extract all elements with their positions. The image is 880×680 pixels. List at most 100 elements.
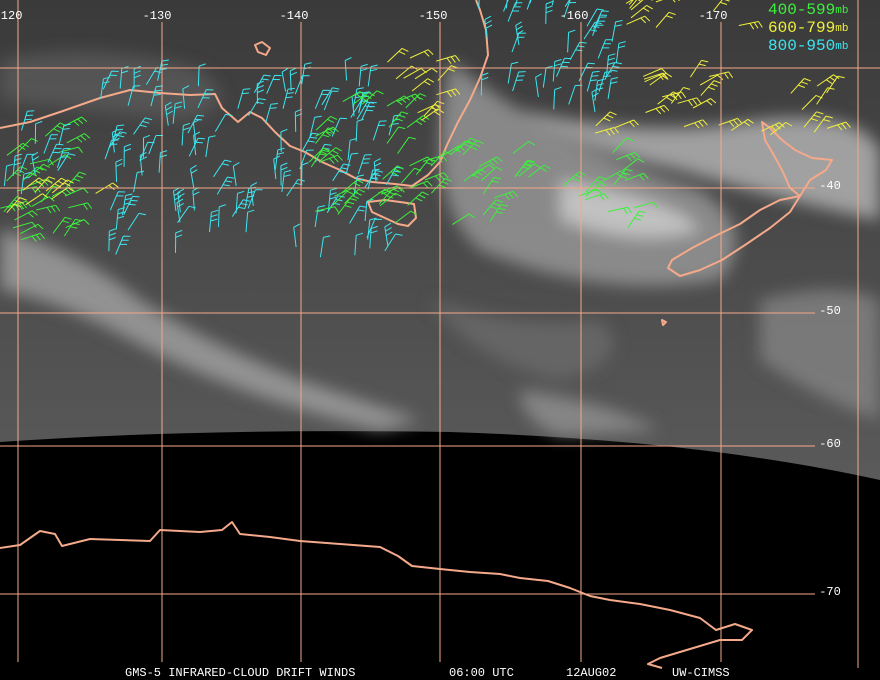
wind-barb: [803, 111, 824, 128]
wind-barb: [613, 168, 633, 186]
wind-barb: [231, 199, 251, 217]
wind-barb: [3, 163, 14, 186]
wind-barb: [341, 179, 364, 194]
wind-barb: [384, 222, 393, 247]
wind-barb: [414, 67, 438, 80]
wind-barb: [172, 101, 183, 124]
wind-barb: [480, 166, 503, 182]
wind-barb: [761, 122, 785, 132]
wind-barb: [630, 0, 653, 11]
wind-barb: [100, 76, 111, 99]
wind-barb: [369, 225, 378, 249]
legend-range: 600-799: [768, 19, 835, 37]
wind-barb: [133, 170, 145, 193]
wind-barb: [63, 116, 88, 127]
wind-barb: [127, 212, 146, 231]
wind-barb: [176, 198, 184, 223]
wind-barb: [563, 171, 586, 186]
wind-barb: [188, 137, 205, 157]
wind-barb: [515, 21, 524, 46]
wind-barb: [405, 93, 427, 109]
wind-barb: [12, 221, 37, 229]
wind-barb: [57, 153, 76, 171]
wind-barb: [624, 172, 649, 181]
wind-barb: [452, 213, 476, 226]
wind-barb: [478, 0, 480, 9]
legend-range: 800-950: [768, 37, 835, 55]
wind-barb: [315, 206, 340, 213]
wind-barb: [608, 206, 633, 215]
wind-barb: [403, 67, 427, 79]
wind-barb: [436, 55, 460, 64]
wind-barb: [649, 72, 673, 86]
wind-barb: [612, 137, 634, 153]
wind-barb: [718, 117, 743, 127]
wind-barb: [36, 204, 61, 214]
wind-barb: [111, 128, 120, 153]
longitude-labels: -120 -130 -140 -150 -160 -170: [0, 9, 727, 23]
wind-barb: [342, 91, 366, 103]
wind-barb: [801, 94, 823, 110]
wind-barb: [471, 164, 495, 177]
wind-barb: [683, 119, 708, 129]
wind-barb: [421, 108, 444, 121]
wind-barb: [585, 176, 606, 193]
wind-barb: [670, 87, 691, 104]
wind-barb: [552, 59, 562, 82]
wind-barb: [689, 59, 709, 78]
wind-barb: [64, 187, 89, 197]
wind-barb: [315, 126, 339, 137]
wind-barb: [367, 64, 378, 87]
footer-time: 06:00 UTC: [449, 666, 514, 680]
wind-barb: [616, 151, 640, 162]
wind-barb: [615, 41, 626, 64]
wind-barb: [109, 191, 126, 211]
latitude-labels: -40 -50 -60 -70: [819, 179, 841, 599]
legend-entry: 400-599mb: [768, 1, 848, 19]
wind-barb: [173, 187, 181, 211]
wind-barb: [826, 75, 845, 94]
wind-barb: [349, 205, 367, 224]
wind-barb: [347, 138, 358, 161]
wind-barb: [379, 192, 402, 207]
wind-barb: [394, 210, 417, 224]
wind-barb: [164, 101, 174, 126]
wind-barb: [503, 0, 509, 12]
wind-barb: [218, 204, 226, 227]
wind-barb: [455, 137, 478, 152]
wind-barb: [354, 232, 364, 256]
wind-barb: [583, 21, 602, 40]
wind-barb: [328, 187, 338, 211]
wind-barb: [826, 121, 851, 131]
wind-barb: [45, 177, 68, 192]
wind-barb: [586, 70, 600, 92]
wind-barb: [489, 204, 508, 222]
lon-label: -160: [560, 9, 589, 23]
wind-barb: [344, 188, 366, 204]
wind-barb: [482, 199, 503, 216]
wind-barb: [21, 232, 46, 242]
wind-barb: [662, 91, 687, 101]
wind-barb: [386, 126, 406, 144]
wind-barb: [368, 188, 392, 202]
legend-unit: mb: [835, 41, 848, 53]
wind-barb: [51, 186, 76, 198]
wind-barb: [699, 74, 724, 86]
wind-barb: [150, 85, 163, 107]
wind-barb: [256, 80, 264, 104]
wind-barb: [408, 180, 433, 189]
wind-barb: [591, 88, 599, 113]
wind-barb: [738, 21, 763, 30]
lon-label: -170: [699, 9, 728, 23]
wind-barb: [25, 193, 49, 206]
wind-barb: [115, 235, 131, 255]
lon-label: -140: [280, 9, 309, 23]
wind-barb: [594, 78, 605, 101]
wind-barb: [594, 127, 619, 136]
footer-date: 12AUG02: [566, 666, 616, 680]
wind-barb: [318, 154, 343, 164]
wind-barb: [139, 151, 148, 176]
wind-barb: [597, 39, 613, 59]
wind-barb: [309, 115, 322, 137]
